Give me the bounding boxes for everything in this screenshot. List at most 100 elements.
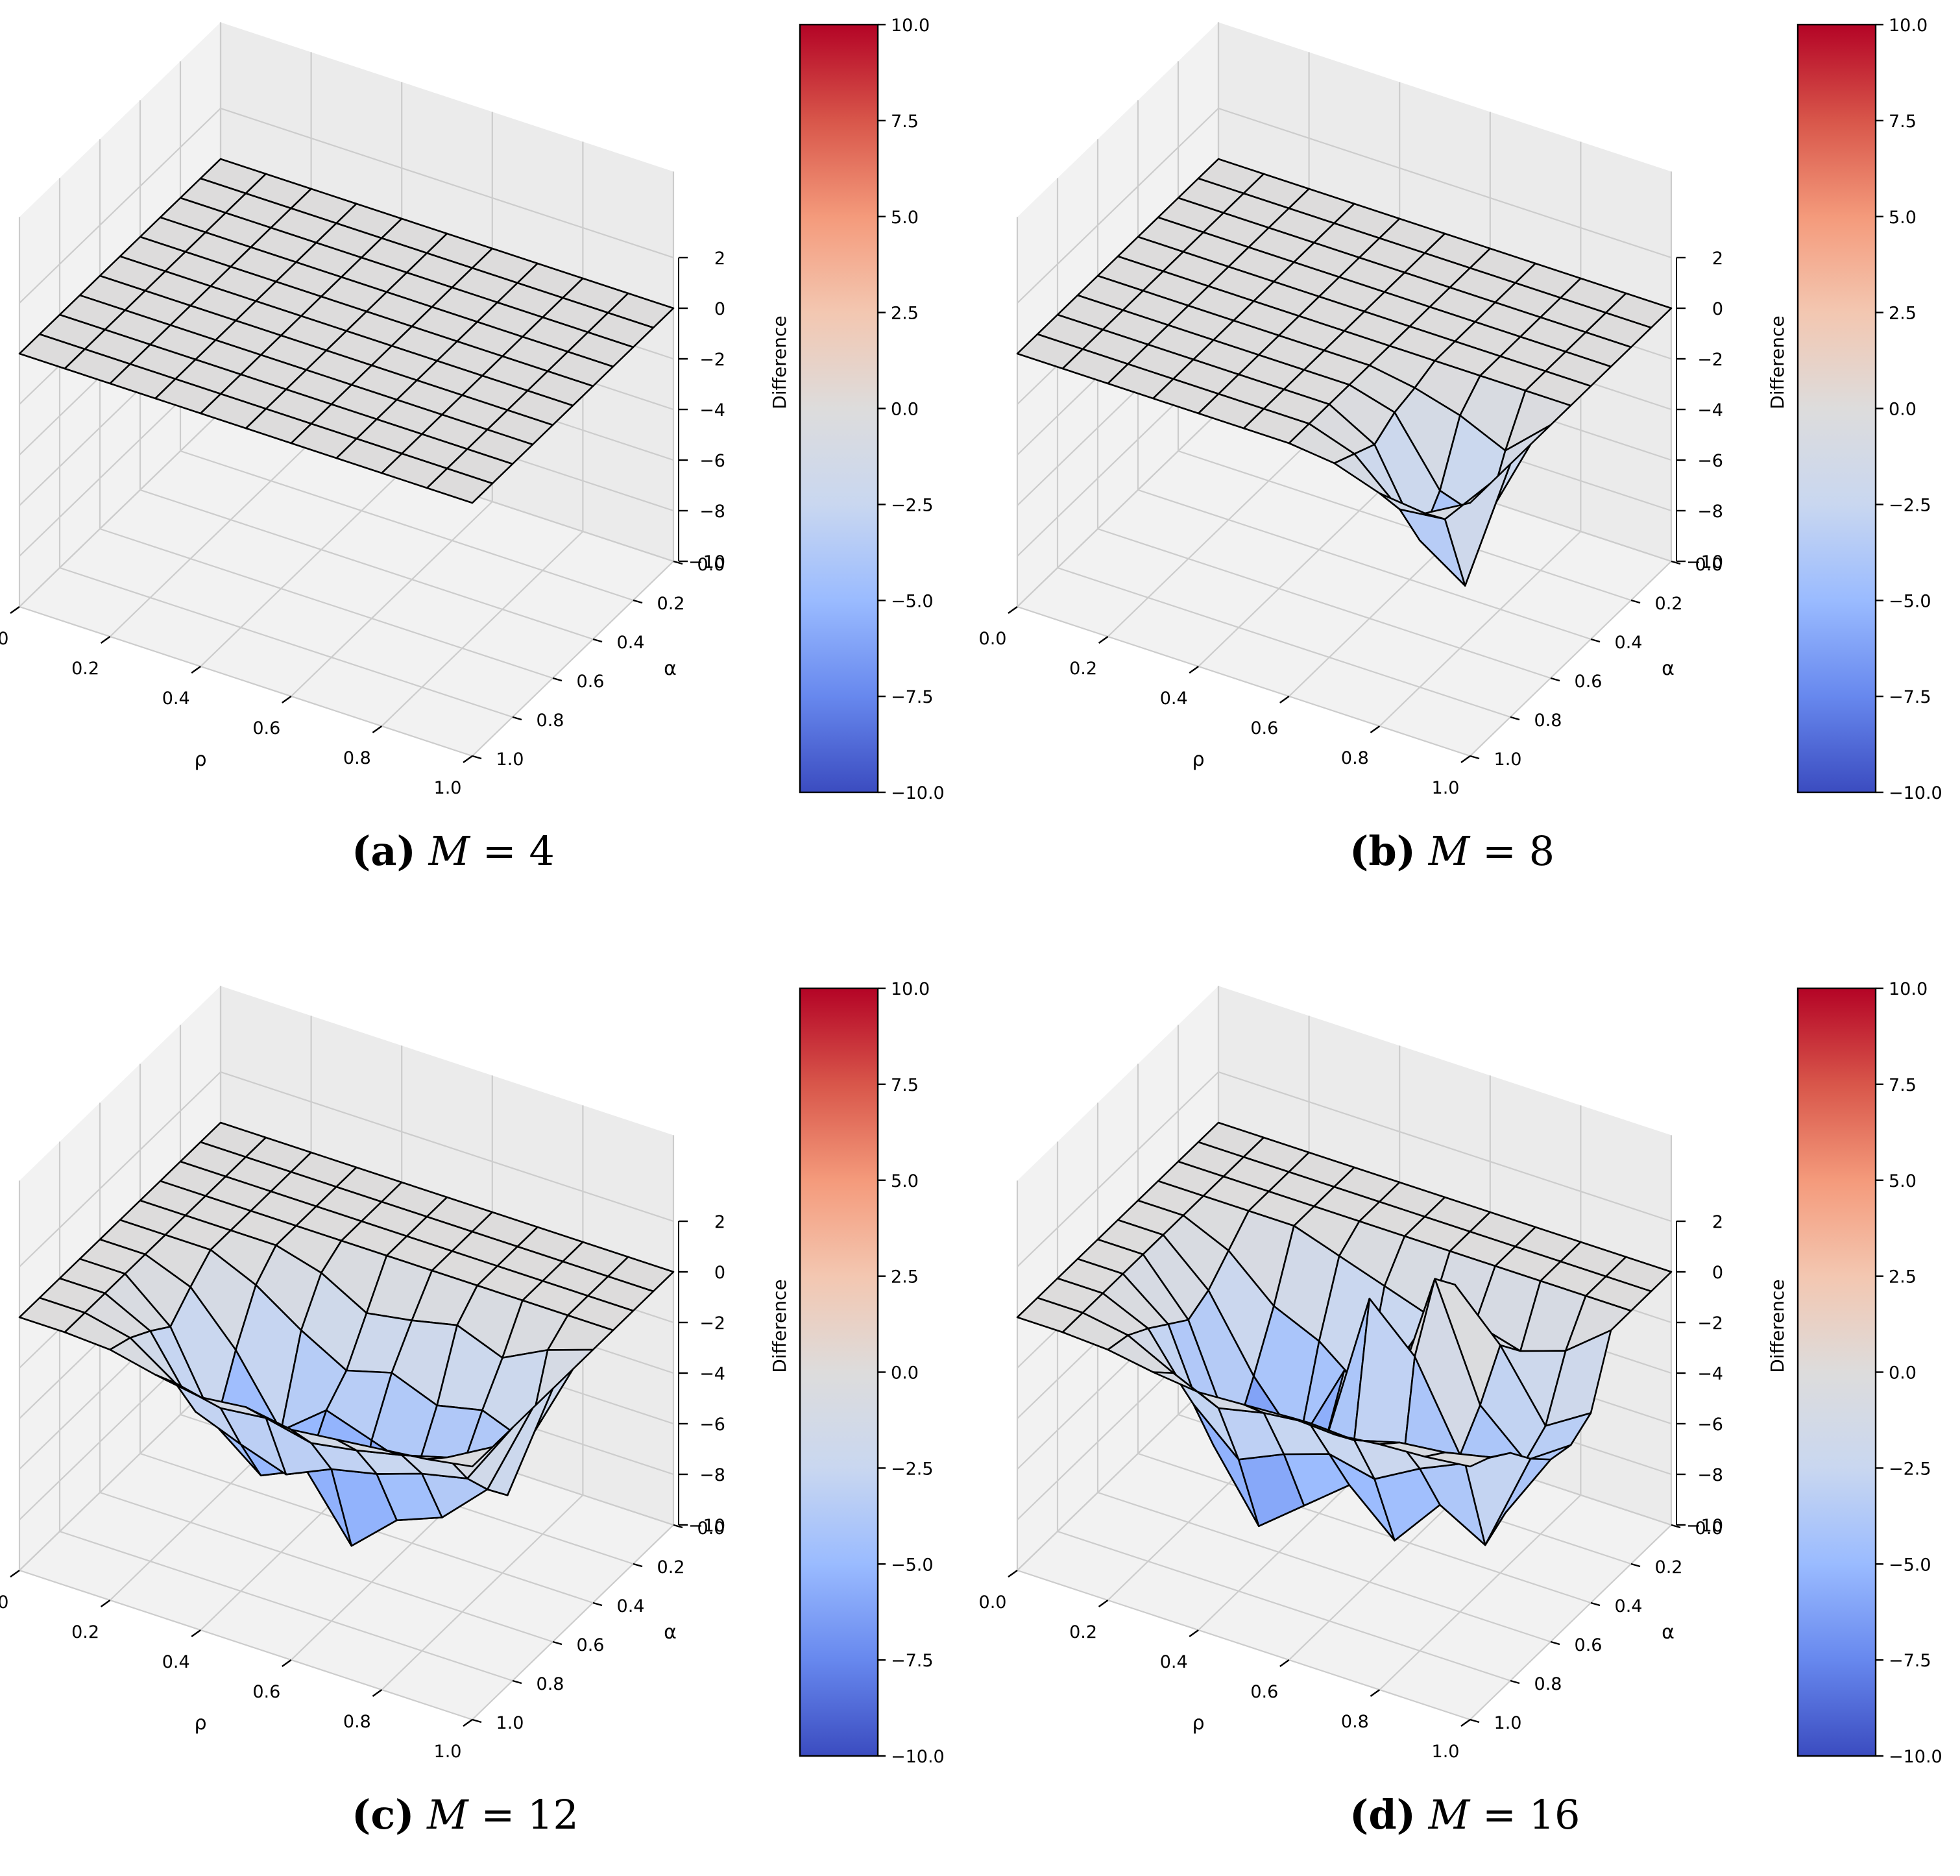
- colorbar-tick-label: 0.0: [1889, 400, 1917, 420]
- z-tick-label: −10: [688, 1516, 725, 1536]
- z-tick-label: −10: [1686, 552, 1723, 572]
- rho-tick-label: 0.6: [1250, 1682, 1278, 1702]
- grid-line: [291, 501, 493, 697]
- rho-tick-label: 1.0: [434, 778, 462, 798]
- grid-line: [1470, 561, 1672, 757]
- z-tick-label: −6: [1697, 1415, 1723, 1435]
- z-tick-label: 2: [1712, 249, 1723, 269]
- grid-line: [180, 450, 634, 602]
- surface-cell: [426, 1446, 494, 1468]
- rho-tick-label: 0.0: [0, 1592, 8, 1613]
- alpha-tick: [1470, 755, 1480, 760]
- colorbar-tick-label: −2.5: [891, 495, 934, 515]
- rho-tick-label: 0.2: [71, 659, 99, 679]
- rho-tick-label: 0.4: [162, 1652, 190, 1672]
- colorbar-tick-label: 0.0: [891, 1363, 919, 1383]
- alpha-tick: [1671, 1524, 1681, 1529]
- alpha-tick-label: 0.2: [657, 594, 685, 614]
- floor-pane: [19, 1376, 673, 1720]
- surface-cell: [1423, 482, 1492, 520]
- alpha-axis-label: α: [664, 657, 677, 680]
- grid-line: [381, 531, 584, 727]
- colorbar-tick-label: −2.5: [891, 1459, 934, 1479]
- colorbar-tick-label: 5.0: [1889, 1171, 1917, 1191]
- panel-c: 0.0 0.2 0.4 0.6 0.8 1.0 ρ 0.0 0.2 0.4 0.6 0.8 1.0 α 2 0…: [0, 979, 945, 1767]
- rho-tick: [1008, 606, 1018, 614]
- alpha-tick-label: 1.0: [496, 1713, 524, 1733]
- rho-tick-label: 0.0: [979, 629, 1007, 649]
- grid-line: [109, 441, 312, 637]
- alpha-tick-label: 0.4: [1615, 633, 1643, 653]
- alpha-tick: [512, 716, 522, 721]
- colorbar-tick-label: 7.5: [1889, 112, 1917, 132]
- z-tick-label: −2: [699, 350, 725, 370]
- colorbar-tick-label: −10.0: [891, 1747, 945, 1767]
- colorbar-tick-label: −2.5: [1889, 1459, 1931, 1479]
- rho-tick-label: 0.0: [0, 629, 8, 649]
- colorbar-tick-label: 5.0: [891, 1171, 919, 1191]
- rho-tick: [10, 1570, 20, 1578]
- alpha-axis-label: α: [664, 1621, 677, 1644]
- alpha-tick: [633, 599, 643, 604]
- alpha-tick: [1550, 1640, 1560, 1646]
- rho-tick-label: 0.4: [162, 688, 190, 709]
- rho-tick-label: 0.2: [1069, 659, 1097, 679]
- grid-line: [1017, 1375, 1219, 1571]
- grid-line: [1137, 1452, 1591, 1604]
- floor-pane: [1017, 412, 1671, 756]
- z-tick-label: 0: [714, 1263, 725, 1283]
- grid-line: [19, 1375, 221, 1571]
- alpha-tick-label: 0.6: [1575, 1635, 1603, 1655]
- caption-equation: = 16: [1470, 1791, 1580, 1838]
- colorbar-tick-label: 0.0: [891, 400, 919, 420]
- alpha-tick-label: 0.2: [1655, 594, 1683, 614]
- colorbar-tick-label: 2.5: [1889, 304, 1917, 324]
- alpha-tick: [472, 1718, 482, 1724]
- grid-line: [1218, 107, 1672, 259]
- rho-tick: [1460, 755, 1471, 763]
- alpha-tick: [1590, 638, 1601, 643]
- floor-pane: [19, 412, 673, 756]
- z-tick-label: −6: [1697, 451, 1723, 471]
- z-tick-label: −4: [1697, 400, 1723, 420]
- grid-line: [1097, 1491, 1551, 1643]
- colorbar-label: Difference: [769, 1279, 790, 1372]
- colorbar-tick-label: 5.0: [891, 208, 919, 228]
- alpha-tick: [1470, 1718, 1480, 1724]
- z-tick-label: −8: [1697, 502, 1723, 522]
- alpha-tick: [1671, 560, 1681, 565]
- rho-tick: [1370, 725, 1381, 733]
- rho-tick: [372, 725, 383, 733]
- z-tick-label: 2: [714, 249, 725, 269]
- colorbar-tick-label: 0.0: [1889, 1363, 1917, 1383]
- grid-line: [1178, 450, 1632, 602]
- colorbar-tick-label: −7.5: [1889, 687, 1931, 707]
- rho-tick-label: 0.8: [343, 1712, 371, 1732]
- rho-tick: [1279, 696, 1290, 703]
- rho-tick-label: 0.2: [1069, 1622, 1097, 1642]
- colorbar-tick-label: 2.5: [891, 1267, 919, 1287]
- rho-axis-label: ρ: [194, 748, 206, 771]
- alpha-tick-label: 1.0: [496, 749, 524, 770]
- grid-line: [1218, 1071, 1672, 1223]
- alpha-tick: [592, 1602, 603, 1607]
- grid-line: [1057, 566, 1511, 718]
- colorbar-tick-label: −7.5: [1889, 1651, 1931, 1671]
- z-tick-label: −2: [1697, 350, 1723, 370]
- grid-line: [59, 1530, 513, 1682]
- alpha-tick-label: 0.4: [617, 633, 645, 653]
- grid-line: [472, 561, 674, 757]
- colorbar: [1797, 987, 1877, 1757]
- rho-tick-label: 0.8: [343, 748, 371, 768]
- z-tick-label: 0: [1712, 1263, 1723, 1283]
- grid-line: [200, 471, 402, 667]
- alpha-tick: [512, 1679, 522, 1685]
- colorbar-tick-label: −10.0: [891, 783, 945, 803]
- colorbar-tick-label: 7.5: [891, 1075, 919, 1095]
- panel-caption: (c) M = 12: [352, 1791, 579, 1838]
- grid-line: [99, 528, 553, 679]
- rho-tick-label: 1.0: [1432, 1742, 1460, 1762]
- colorbar-tick-label: 10.0: [891, 16, 930, 36]
- alpha-axis-label: α: [1662, 1621, 1675, 1644]
- grid-line: [1379, 1494, 1582, 1690]
